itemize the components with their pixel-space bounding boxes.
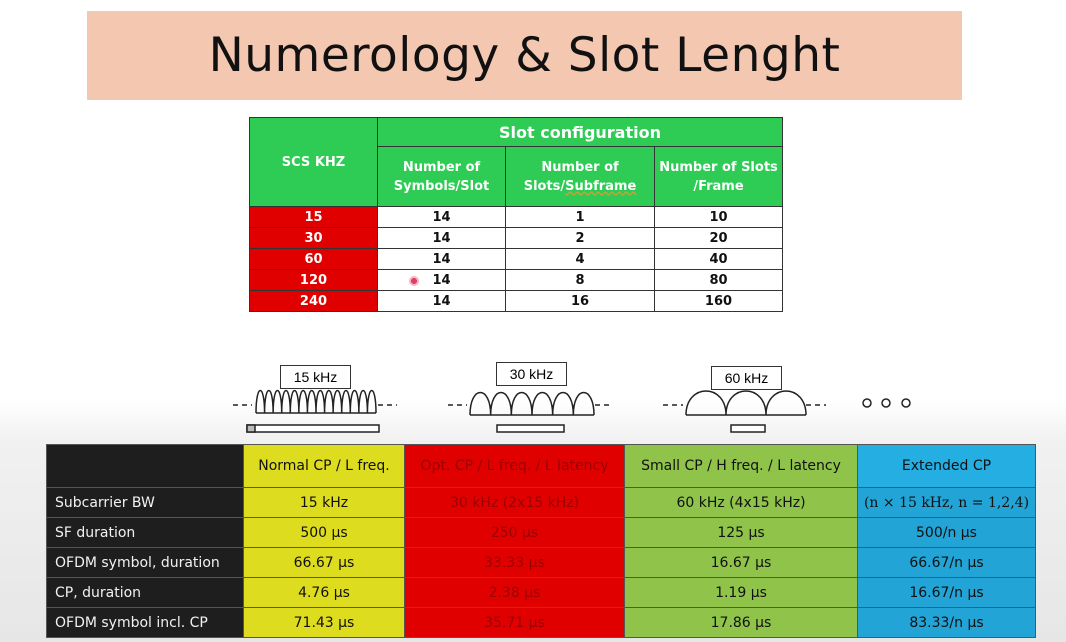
slots-subframe-cell: 4 — [505, 248, 655, 270]
value-cell: 125 µs — [624, 517, 858, 548]
table-row: 120 14 8 80 — [249, 269, 783, 291]
value-cell: 17.86 µs — [624, 607, 858, 638]
numerology-table: Normal CP / L freq. Opt. CP / L freq. / … — [46, 444, 1036, 638]
scs-cell: 120 — [249, 269, 378, 291]
table-row: 60 14 4 40 — [249, 248, 783, 270]
subcarrier-arcs-15khz — [255, 390, 377, 414]
label-60khz: 60 kHz — [711, 366, 782, 390]
row-label: CP, duration — [46, 577, 244, 608]
corner-cell — [46, 444, 244, 488]
subcarrier-arcs-60khz — [685, 390, 807, 416]
ellipsis-dot — [862, 398, 872, 408]
symbols-cell: 14 — [377, 248, 506, 270]
value-cell: 250 µs — [404, 517, 625, 548]
header-small-cp: Small CP / H freq. / L latency — [624, 444, 858, 488]
value-cell: 16.67/n µs — [857, 577, 1036, 608]
page-title: Numerology & Slot Lenght — [208, 28, 841, 83]
slot-configuration-table: SCS KHZ Slot configuration Number of Sym… — [249, 117, 783, 312]
value-cell: 66.67/n µs — [857, 547, 1036, 578]
table-row: OFDM symbol, duration 66.67 µs 33.33 µs … — [46, 547, 1036, 578]
symbols-cell: 14 — [377, 290, 506, 312]
label-15khz: 15 kHz — [280, 365, 351, 389]
value-cell: 4.76 µs — [243, 577, 405, 608]
slots-frame-cell: 10 — [654, 206, 783, 228]
value-cell: 35.71 µs — [404, 607, 625, 638]
value-cell: 15 kHz — [243, 487, 405, 518]
header-line: Number of — [402, 159, 481, 175]
slots-frame-cell: 80 — [654, 269, 783, 291]
table-row: 30 14 2 20 — [249, 227, 783, 249]
slots-subframe-cell: 2 — [505, 227, 655, 249]
symbol-bar-30khz — [496, 424, 565, 433]
value-cell: 71.43 µs — [243, 607, 405, 638]
label-30khz: 30 kHz — [496, 362, 567, 386]
slots-per-frame-header: Number of Slots /Frame — [654, 146, 783, 207]
scs-cell: 15 — [249, 206, 378, 228]
symbols-cell: 14 — [377, 206, 506, 228]
value-cell: 60 kHz (4x15 kHz) — [624, 487, 858, 518]
value-cell: 500/n µs — [857, 517, 1036, 548]
table-row: SF duration 500 µs 250 µs 125 µs 500/n µ… — [46, 517, 1036, 548]
row-label: SF duration — [46, 517, 244, 548]
symbol-bar-15khz — [246, 424, 380, 433]
cp-segment — [246, 424, 256, 433]
scs-cell: 60 — [249, 248, 378, 270]
table-row: CP, duration 4.76 µs 2.38 µs 1.19 µs 16.… — [46, 577, 1036, 608]
scs-header: SCS KHZ — [249, 117, 378, 207]
header-line: Symbols/Slot — [393, 178, 490, 194]
value-cell: 66.67 µs — [243, 547, 405, 578]
value-cell: 1.19 µs — [624, 577, 858, 608]
slots-frame-cell: 40 — [654, 248, 783, 270]
symbols-per-slot-header: Number of Symbols/Slot — [377, 146, 506, 207]
ellipsis-dot — [881, 398, 891, 408]
slots-frame-cell: 20 — [654, 227, 783, 249]
row-label: Subcarrier BW — [46, 487, 244, 518]
header-line: Slots/ — [523, 178, 566, 194]
value-cell: 83.33/n µs — [857, 607, 1036, 638]
scs-cell: 240 — [249, 290, 378, 312]
slots-subframe-cell: 1 — [505, 206, 655, 228]
header-line: Number of Slots — [659, 159, 778, 175]
scs-cell: 30 — [249, 227, 378, 249]
symbols-cell: 14 — [377, 269, 506, 291]
header-normal-cp: Normal CP / L freq. — [243, 444, 405, 488]
symbol-bar-60khz — [730, 424, 766, 433]
row-label: OFDM symbol, duration — [46, 547, 244, 578]
row-label: OFDM symbol incl. CP — [46, 607, 244, 638]
value-cell: 16.67 µs — [624, 547, 858, 578]
ellipsis-dot — [901, 398, 911, 408]
mouse-cursor-indicator — [409, 276, 419, 286]
header-extended-cp: Extended CP — [857, 444, 1036, 488]
table-row: 15 14 1 10 — [249, 206, 783, 228]
header-opt-cp: Opt. CP / L freq. / L latency — [404, 444, 625, 488]
header-line: /Frame — [693, 178, 744, 194]
symbols-cell: 14 — [377, 227, 506, 249]
value-cell: 30 kHz (2x15 kHz) — [404, 487, 625, 518]
title-banner: Numerology & Slot Lenght — [87, 11, 962, 100]
value-cell: 33.33 µs — [404, 547, 625, 578]
header-line: Subframe — [565, 178, 637, 194]
value-cell: 500 µs — [243, 517, 405, 548]
subcarrier-arcs-30khz — [469, 392, 595, 416]
slots-frame-cell: 160 — [654, 290, 783, 312]
slots-subframe-cell: 8 — [505, 269, 655, 291]
table-row: Subcarrier BW 15 kHz 30 kHz (2x15 kHz) 6… — [46, 487, 1036, 518]
slot-configuration-header: Slot configuration — [377, 117, 783, 147]
value-cell: 2.38 µs — [404, 577, 625, 608]
table-row: OFDM symbol incl. CP 71.43 µs 35.71 µs 1… — [46, 607, 1036, 638]
slots-per-subframe-header: Number of Slots/Subframe — [505, 146, 655, 207]
slots-subframe-cell: 16 — [505, 290, 655, 312]
table-row: 240 14 16 160 — [249, 290, 783, 312]
value-cell: (n × 15 kHz, n = 1,2,4) — [857, 487, 1036, 518]
header-line: Number of — [541, 159, 619, 175]
